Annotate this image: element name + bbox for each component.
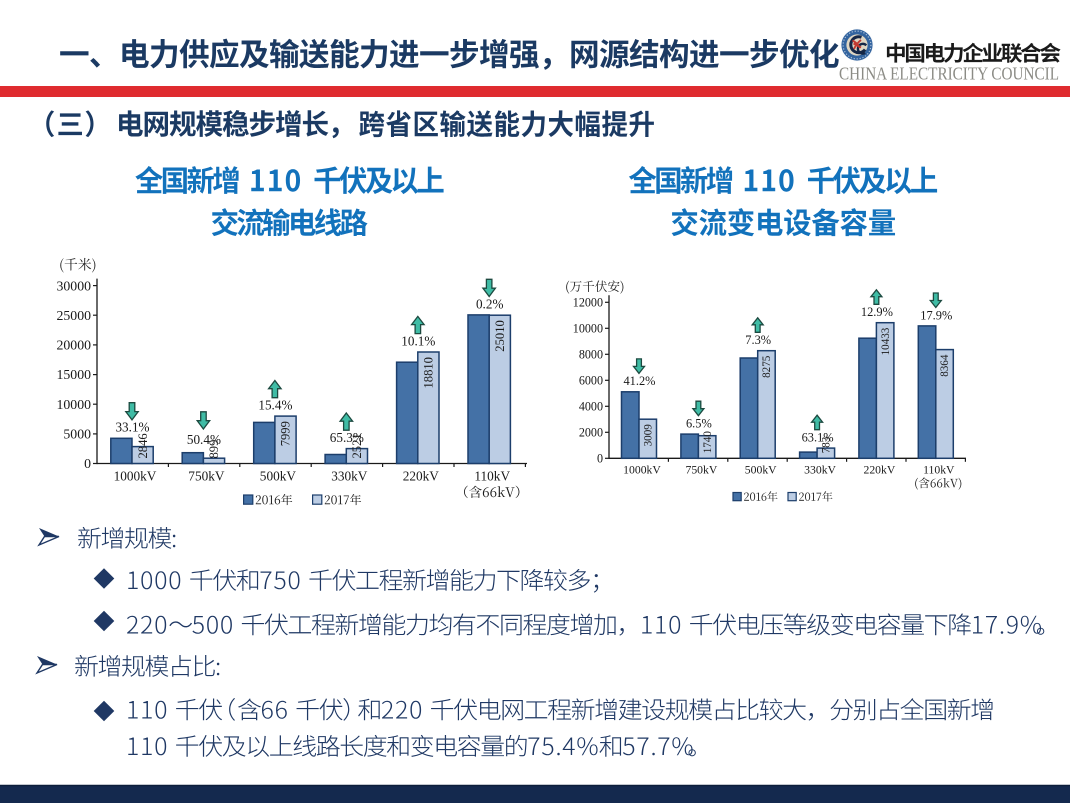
svg-text:7999: 7999 xyxy=(279,421,293,446)
svg-text:25000: 25000 xyxy=(57,308,92,323)
svg-text:5000: 5000 xyxy=(63,427,91,442)
svg-text:8364: 8364 xyxy=(939,354,951,377)
svg-text:110kV: 110kV xyxy=(474,469,510,484)
svg-text:1740: 1740 xyxy=(702,431,714,454)
svg-text:15.4%: 15.4% xyxy=(258,398,292,413)
svg-text:63.1%: 63.1% xyxy=(802,431,834,445)
svg-text:10000: 10000 xyxy=(573,321,603,335)
svg-text:CHINA ELECTRICITY COUNCIL: CHINA ELECTRICITY COUNCIL xyxy=(839,63,1059,83)
svg-text:330kV: 330kV xyxy=(331,469,368,484)
svg-text:4000: 4000 xyxy=(579,399,603,413)
svg-text:0: 0 xyxy=(84,456,91,471)
svg-text:783: 783 xyxy=(821,436,833,453)
svg-text:17.9%: 17.9% xyxy=(920,308,952,322)
svg-text:3009: 3009 xyxy=(642,424,654,447)
svg-text:15000: 15000 xyxy=(57,367,92,382)
svg-text:899: 899 xyxy=(207,440,221,459)
svg-text:750kV: 750kV xyxy=(188,469,225,484)
svg-text:2521: 2521 xyxy=(350,433,364,458)
svg-text:330kV: 330kV xyxy=(804,464,836,477)
svg-text:6.5%: 6.5% xyxy=(686,417,712,431)
svg-text:500kV: 500kV xyxy=(745,464,777,477)
svg-text:41.2%: 41.2% xyxy=(623,374,655,388)
svg-text:0: 0 xyxy=(597,451,603,465)
svg-text:1000kV: 1000kV xyxy=(114,469,157,484)
svg-text:10000: 10000 xyxy=(57,397,92,412)
svg-text:220kV: 220kV xyxy=(403,469,440,484)
svg-text:18810: 18810 xyxy=(422,357,436,388)
svg-text:12.9%: 12.9% xyxy=(861,305,893,319)
svg-text:220kV: 220kV xyxy=(863,464,895,477)
svg-text:0.2%: 0.2% xyxy=(476,296,503,311)
svg-text:33.1%: 33.1% xyxy=(115,420,149,435)
svg-text:2000: 2000 xyxy=(579,425,603,439)
svg-text:2846: 2846 xyxy=(136,433,150,458)
svg-text:750kV: 750kV xyxy=(685,464,717,477)
svg-text:8275: 8275 xyxy=(761,355,773,378)
svg-text:8000: 8000 xyxy=(579,347,603,361)
svg-text:12000: 12000 xyxy=(573,295,603,309)
svg-text:500kV: 500kV xyxy=(260,469,297,484)
svg-text:1000kV: 1000kV xyxy=(623,464,661,477)
svg-text:25010: 25010 xyxy=(493,320,507,351)
svg-text:20000: 20000 xyxy=(57,338,92,353)
svg-text:65.3%: 65.3% xyxy=(330,430,364,445)
svg-text:50.4%: 50.4% xyxy=(187,432,221,447)
svg-text:10433: 10433 xyxy=(880,327,892,355)
svg-text:30000: 30000 xyxy=(57,278,92,293)
svg-text:10.1%: 10.1% xyxy=(401,333,435,348)
svg-text:110kV: 110kV xyxy=(923,464,955,477)
svg-text:7.3%: 7.3% xyxy=(745,333,771,347)
svg-text:6000: 6000 xyxy=(579,373,603,387)
